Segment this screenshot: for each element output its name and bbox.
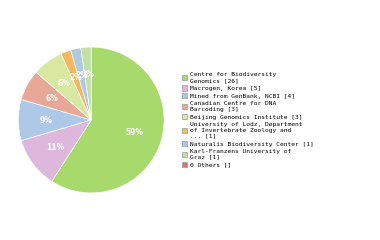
Wedge shape [52,47,164,193]
Wedge shape [71,48,91,120]
Wedge shape [36,54,91,120]
Text: 2%: 2% [75,71,88,80]
Text: 59%: 59% [126,128,144,137]
Text: 6%: 6% [58,79,71,88]
Text: 11%: 11% [46,143,64,152]
Wedge shape [21,72,91,120]
Text: 2%: 2% [82,70,94,79]
Text: 9%: 9% [40,115,52,125]
Wedge shape [21,120,91,181]
Legend: Centre for Biodiversity
Genomics [26], Macrogen, Korea [5], Mined from GenBank, : Centre for Biodiversity Genomics [26], M… [182,72,314,168]
Text: 6%: 6% [45,94,58,103]
Wedge shape [61,50,91,120]
Text: 2%: 2% [69,73,82,82]
Wedge shape [18,99,91,141]
Wedge shape [81,47,91,120]
